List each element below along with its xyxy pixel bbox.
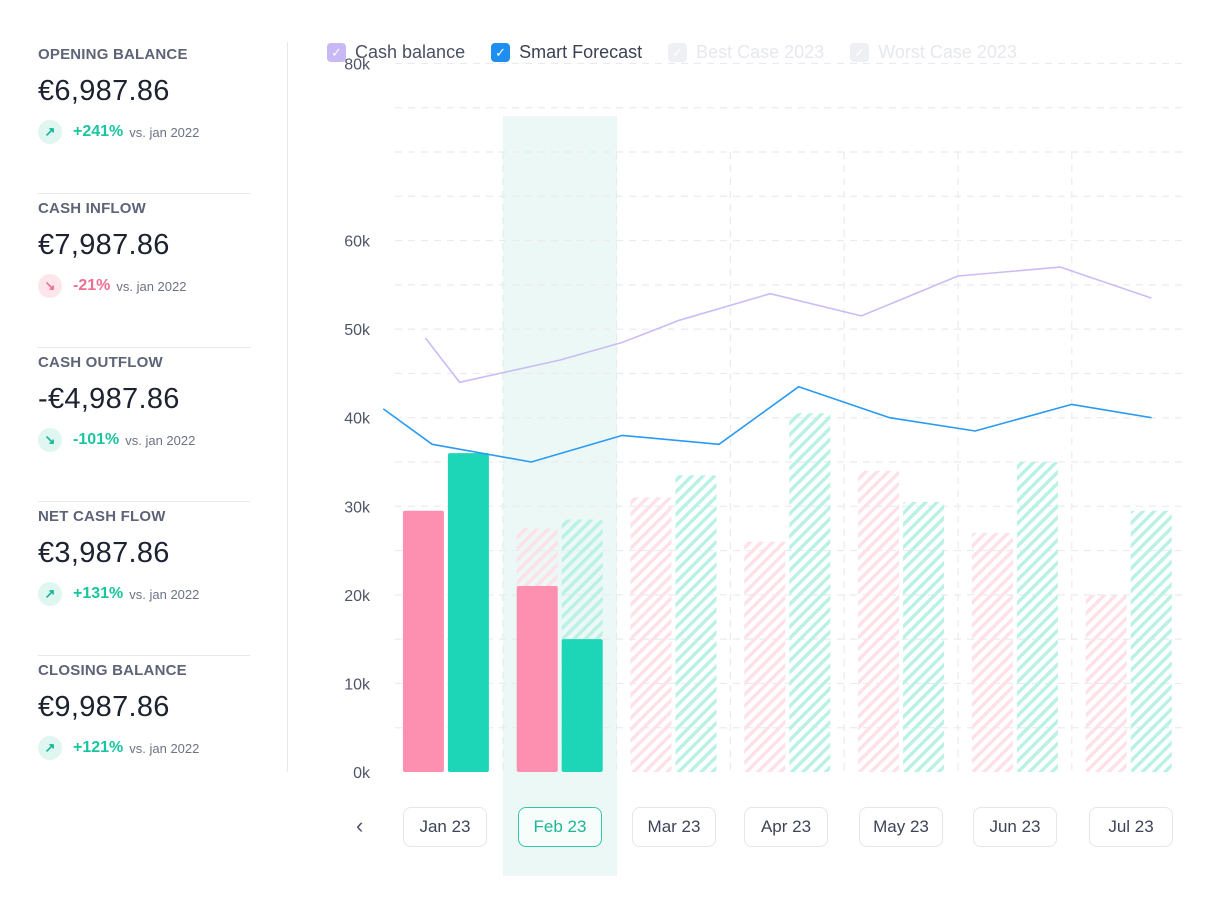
outflow-forecast-bar [744,541,786,772]
legend-label: Cash balance [355,42,466,62]
trend-percent: +121% [73,739,124,756]
kpi-value: €9,987.86 [38,691,170,723]
legend-toggle-smart-forecast[interactable]: ✓ Smart Forecast [491,42,642,63]
chart-legend: ✓ Cash balance ✓ Smart Forecast ✓ Best C… [327,42,1043,63]
kpi-trend: ↗ +241% vs. jan 2022 [38,120,250,144]
month-button-jan[interactable]: Jan 23 [403,807,487,847]
outflow-forecast-bar [1085,594,1127,772]
kpi-closing-balance: CLOSING BALANCE €9,987.86 ↗ +121% vs. ja… [38,656,250,810]
trend-up-arrow-icon: ↗ [38,582,62,606]
kpi-value: €6,987.86 [38,75,170,107]
kpi-value: -€4,987.86 [38,383,180,415]
inflow-forecast-bar [675,475,717,772]
y-tick-label: 30k [344,499,371,516]
inflow-actual-bar [447,453,489,772]
kpi-value: €7,987.86 [38,229,170,261]
legend-label: Worst Case 2023 [878,42,1017,62]
y-tick-label: 80k [344,56,371,73]
y-tick-label: 60k [344,234,371,251]
panel-divider [287,42,288,772]
checkbox-checked-icon: ✓ [668,43,688,62]
kpi-trend: ↘ -21% vs. jan 2022 [38,274,250,298]
inflow-forecast-bar [1016,462,1058,772]
trend-comparison: vs. jan 2022 [129,740,200,756]
trend-down-arrow-icon: ↘ [38,428,62,452]
y-tick-label: 40k [344,411,371,428]
kpi-panel: OPENING BALANCE €6,987.86 ↗ +241% vs. ja… [38,40,250,810]
y-tick-label: 50k [344,322,371,339]
kpi-net-cash-flow: NET CASH FLOW €3,987.86 ↗ +131% vs. jan … [38,502,250,656]
chevron-left-icon[interactable]: ‹ [356,813,364,838]
kpi-label: CLOSING BALANCE [38,662,187,679]
y-tick-label: 0k [353,765,371,782]
outflow-forecast-bar [858,470,900,772]
checkbox-checked-icon: ✓ [327,43,346,62]
smart-forecast-line [382,385,1152,463]
month-button-jul[interactable]: Jul 23 [1089,807,1173,847]
checkbox-checked-icon: ✓ [850,43,870,62]
month-button-feb[interactable]: Feb 23 [518,807,602,847]
trend-up-arrow-icon: ↗ [38,736,62,760]
outflow-actual-bar [402,510,444,772]
kpi-label: NET CASH FLOW [38,508,166,525]
trend-down-arrow-icon: ↘ [38,274,62,298]
kpi-label: CASH OUTFLOW [38,354,163,371]
kpi-opening-balance: OPENING BALANCE €6,987.86 ↗ +241% vs. ja… [38,40,250,194]
y-tick-label: 20k [344,588,371,605]
trend-comparison: vs. jan 2022 [129,124,200,140]
month-button-apr[interactable]: Apr 23 [744,807,828,847]
cash-balance-line [424,266,1152,384]
inflow-actual-bar [561,639,603,772]
outflow-forecast-bar [630,497,672,772]
outflow-forecast-bar [971,532,1013,772]
kpi-cash-outflow: CASH OUTFLOW -€4,987.86 ↘ -101% vs. jan … [38,348,250,502]
inflow-forecast-bar [1130,510,1172,772]
month-button-mar[interactable]: Mar 23 [632,807,716,847]
kpi-trend: ↗ +131% vs. jan 2022 [38,582,250,606]
kpi-trend: ↘ -101% vs. jan 2022 [38,428,250,452]
checkbox-checked-icon: ✓ [491,43,511,62]
trend-up-arrow-icon: ↗ [38,120,62,144]
legend-label: Smart Forecast [519,42,643,62]
month-button-jun[interactable]: Jun 23 [973,807,1057,847]
trend-percent: -101% [73,431,120,448]
trend-percent: +131% [73,585,124,602]
month-button-may[interactable]: May 23 [859,807,943,847]
legend-toggle-worst-case[interactable]: ✓ Worst Case 2023 [850,42,1017,63]
kpi-cash-inflow: CASH INFLOW €7,987.86 ↘ -21% vs. jan 202… [38,194,250,348]
trend-percent: -21% [73,277,111,294]
trend-percent: +241% [73,123,124,140]
legend-label: Best Case 2023 [696,42,825,62]
kpi-trend: ↗ +121% vs. jan 2022 [38,736,250,760]
kpi-value: €3,987.86 [38,537,170,569]
legend-toggle-cash-balance[interactable]: ✓ Cash balance [327,42,465,63]
kpi-label: CASH INFLOW [38,200,147,217]
inflow-forecast-bar [903,501,945,772]
outflow-actual-bar [516,586,558,772]
y-tick-label: 10k [344,676,371,693]
trend-comparison: vs. jan 2022 [129,586,200,602]
kpi-label: OPENING BALANCE [38,46,188,63]
trend-comparison: vs. jan 2022 [125,432,196,448]
inflow-forecast-bar [789,413,831,772]
trend-comparison: vs. jan 2022 [116,278,187,294]
legend-toggle-best-case[interactable]: ✓ Best Case 2023 [668,42,824,63]
